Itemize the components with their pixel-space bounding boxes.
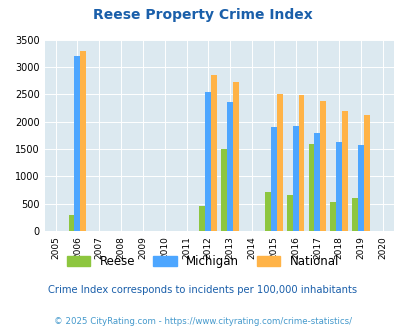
Bar <box>74 56 80 231</box>
Bar <box>320 101 326 231</box>
Bar <box>352 198 357 231</box>
Text: © 2025 CityRating.com - https://www.cityrating.com/crime-statistics/: © 2025 CityRating.com - https://www.city… <box>54 317 351 326</box>
Bar <box>264 192 270 231</box>
Bar <box>211 75 217 231</box>
Bar <box>341 111 347 231</box>
Legend: Reese, Michigan, National: Reese, Michigan, National <box>66 255 339 268</box>
Bar <box>270 127 276 231</box>
Bar <box>330 202 335 231</box>
Bar <box>199 206 205 231</box>
Bar <box>80 50 86 231</box>
Bar <box>232 82 239 231</box>
Text: Crime Index corresponds to incidents per 100,000 inhabitants: Crime Index corresponds to incidents per… <box>48 285 357 295</box>
Bar <box>276 94 282 231</box>
Bar <box>314 133 320 231</box>
Bar <box>357 145 363 231</box>
Bar <box>363 115 369 231</box>
Bar <box>335 142 341 231</box>
Bar <box>292 126 298 231</box>
Bar <box>221 149 227 231</box>
Bar <box>308 144 314 231</box>
Bar <box>286 195 292 231</box>
Bar <box>205 91 211 231</box>
Bar <box>298 95 304 231</box>
Bar <box>227 103 232 231</box>
Bar <box>68 214 74 231</box>
Text: Reese Property Crime Index: Reese Property Crime Index <box>93 8 312 22</box>
